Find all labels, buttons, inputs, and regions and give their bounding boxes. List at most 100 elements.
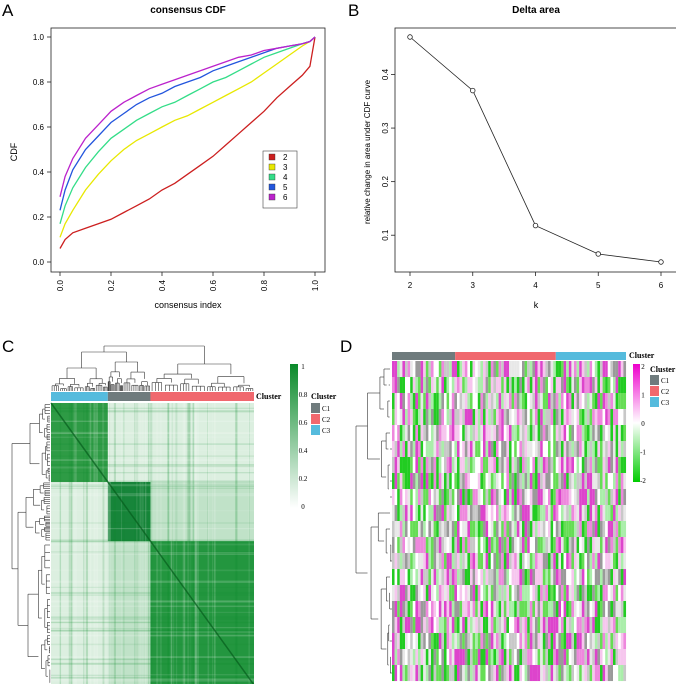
- heatmap-texture: [51, 481, 254, 483]
- heatmap-cell: [509, 473, 512, 490]
- heatmap-cell: [436, 665, 439, 682]
- delta-ytick-label: 0.1: [381, 229, 390, 241]
- heatmap-cell: [462, 649, 465, 666]
- heatmap-texture: [51, 459, 254, 462]
- heatmap-cell: [519, 377, 523, 394]
- expression-colorbar-label: 0: [641, 420, 645, 428]
- heatmap-cell: [563, 521, 567, 538]
- panel-label-d: D: [340, 337, 352, 356]
- heatmap-cell: [524, 425, 528, 442]
- heatmap-cell: [498, 521, 502, 538]
- consensus-matrix: [50, 402, 255, 686]
- heatmap-cell: [410, 537, 413, 554]
- heatmap-cell: [436, 361, 439, 378]
- heatmap-cell: [623, 633, 627, 650]
- heatmap-cell: [555, 649, 559, 666]
- heatmap-cell: [529, 633, 533, 650]
- cluster-legend-swatch-c2: [311, 414, 320, 424]
- heatmap-cell: [425, 393, 429, 410]
- heatmap-texture: [167, 403, 170, 685]
- heatmap-cell: [620, 489, 624, 506]
- heatmap-cell: [397, 377, 400, 394]
- heatmap-cell: [587, 633, 590, 650]
- heatmap-texture: [170, 403, 172, 685]
- heatmap-cell: [579, 441, 582, 458]
- heatmap-cell: [436, 633, 439, 650]
- heatmap-texture: [51, 634, 254, 637]
- heatmap-cell: [397, 553, 400, 570]
- heatmap-cell: [615, 425, 619, 442]
- heatmap-cell: [555, 425, 559, 442]
- heatmap-cell: [610, 409, 614, 426]
- heatmap-cell: [529, 505, 533, 522]
- heatmap-cell: [470, 473, 473, 490]
- heatmap-cell: [558, 393, 562, 410]
- heatmap-cell: [425, 617, 429, 634]
- heatmap-cell: [613, 377, 616, 394]
- heatmap-texture: [144, 403, 147, 685]
- heatmap-cell: [490, 569, 494, 586]
- heatmap-cell: [509, 521, 512, 538]
- heatmap-cell: [438, 377, 442, 394]
- heatmap-cell: [542, 361, 546, 378]
- heatmap-cell: [553, 617, 556, 634]
- heatmap-texture: [51, 656, 254, 658]
- heatmap-cell: [394, 569, 398, 586]
- delta-xtick-label: 2: [408, 281, 413, 290]
- heatmap-cell: [490, 585, 494, 602]
- heatmap-cell: [485, 361, 489, 378]
- heatmap-cell: [524, 393, 528, 410]
- heatmap-cell: [472, 585, 476, 602]
- heatmap-cell: [506, 617, 510, 634]
- heatmap-cell: [566, 441, 569, 458]
- cluster-annotation-bar-d: [392, 352, 626, 360]
- heatmap-cell: [594, 425, 598, 442]
- heatmap-cell: [519, 505, 523, 522]
- heatmap-cell: [397, 537, 400, 554]
- heatmap-cell: [436, 505, 439, 522]
- heatmap-cell: [574, 601, 577, 618]
- heatmap-cell: [566, 409, 569, 426]
- heatmap-cell: [548, 649, 551, 666]
- heatmap-cell: [574, 425, 577, 442]
- heatmap-cell: [506, 409, 510, 426]
- heatmap-cell: [459, 473, 463, 490]
- heatmap-cell: [446, 553, 450, 570]
- heatmap-cell: [490, 521, 494, 538]
- heatmap-cell: [532, 377, 536, 394]
- heatmap-cell: [405, 361, 408, 378]
- heatmap-cell: [405, 553, 408, 570]
- heatmap-cell: [475, 601, 478, 618]
- heatmap-cell: [470, 377, 473, 394]
- heatmap-cell: [441, 441, 445, 458]
- heatmap-cell: [441, 569, 445, 586]
- heatmap-cell: [472, 601, 476, 618]
- heatmap-cell: [433, 377, 437, 394]
- heatmap-cell: [418, 569, 421, 586]
- heatmap-cell: [498, 633, 502, 650]
- heatmap-cell: [519, 649, 523, 666]
- heatmap-cell: [563, 553, 567, 570]
- heatmap-cell: [514, 649, 517, 666]
- heatmap-cell: [399, 553, 403, 570]
- heatmap-cell: [522, 489, 525, 506]
- heatmap-cell: [545, 489, 549, 506]
- heatmap-cell: [488, 409, 491, 426]
- heatmap-cell: [563, 409, 567, 426]
- heatmap-texture: [51, 436, 254, 438]
- heatmap-texture: [51, 621, 254, 624]
- heatmap-texture: [51, 410, 254, 413]
- heatmap-cell: [516, 521, 520, 538]
- heatmap-cell: [620, 457, 624, 474]
- annotation-segment-c3: [51, 392, 108, 401]
- heatmap-cell: [537, 441, 541, 458]
- heatmap-cell: [438, 489, 442, 506]
- heatmap-cell: [558, 553, 562, 570]
- heatmap-cell: [488, 553, 491, 570]
- heatmap-cell: [589, 649, 593, 666]
- heatmap-cell: [532, 649, 536, 666]
- heatmap-cell: [470, 441, 473, 458]
- heatmap-cell: [615, 441, 619, 458]
- heatmap-cell: [618, 505, 621, 522]
- heatmap-cell: [524, 633, 528, 650]
